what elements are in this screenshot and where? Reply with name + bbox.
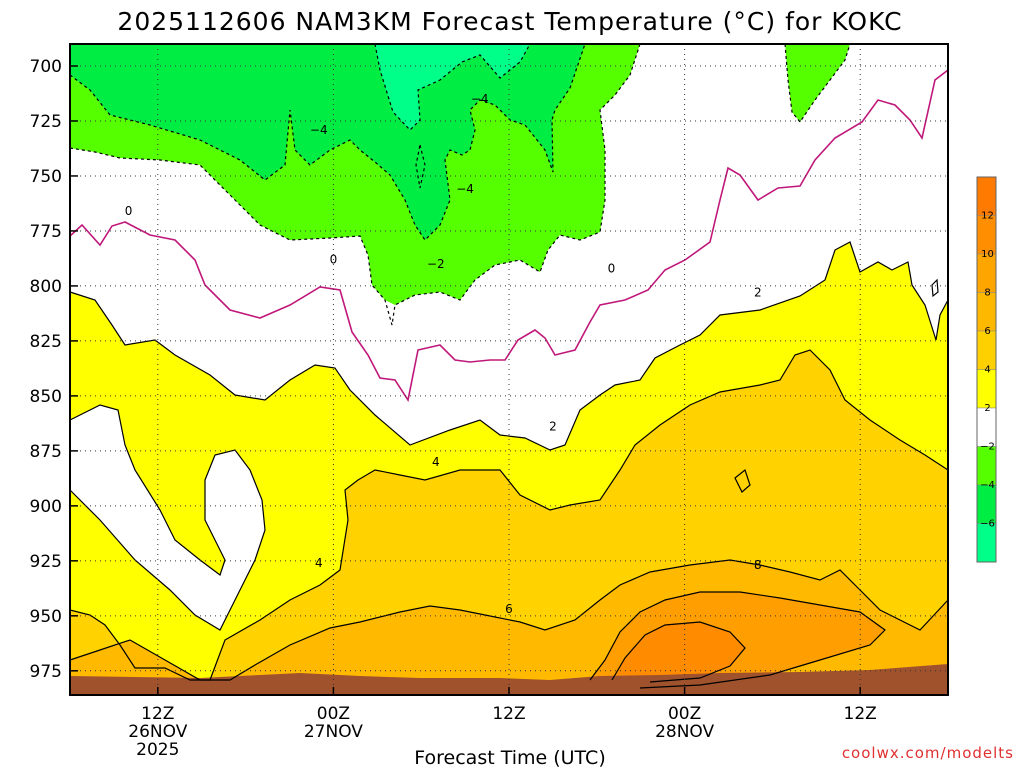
- x-tick-label: 12Z: [844, 704, 877, 724]
- x-tick-date: 27NOV: [304, 722, 363, 742]
- y-tick-label: 950: [30, 607, 62, 627]
- contour-label: −4: [310, 123, 328, 137]
- contour-label: 0: [608, 261, 616, 275]
- colorbar-frame: [976, 176, 997, 563]
- contour-label: 6: [505, 602, 513, 616]
- contour-label: 0: [125, 204, 133, 218]
- contour-label: −4: [471, 92, 489, 106]
- colorbar-tick-label: 4: [984, 365, 990, 376]
- colorbar-tick-label: 6: [984, 326, 990, 337]
- plot-area: [70, 44, 948, 695]
- contour-lines: [69, 43, 949, 689]
- x-tick-year: 2025: [136, 740, 179, 760]
- y-tick-label: 725: [30, 112, 62, 132]
- x-tick-label: 12Z: [141, 704, 174, 724]
- contour-label: 4: [432, 455, 440, 469]
- chart-title: 2025112606 NAM3KM Forecast Temperature (…: [117, 7, 902, 36]
- band-minus4-to-minus2-right: [785, 44, 850, 122]
- x-tick-label: 12Z: [492, 704, 525, 724]
- contour-8: [589, 591, 886, 689]
- y-tick-label: 775: [30, 222, 62, 242]
- y-tick-label: 825: [30, 332, 62, 352]
- colorbar-tick-label: −2: [980, 442, 995, 453]
- y-tick-label: 700: [30, 57, 62, 77]
- contour-minus6: [374, 43, 531, 131]
- contour-10: [611, 621, 746, 683]
- contour-label: 2: [754, 286, 762, 300]
- contour-label: 8: [754, 558, 762, 572]
- contour-minus2: [69, 43, 641, 326]
- band-cold-tongue: [70, 405, 265, 630]
- contour-2-tongue: [69, 404, 266, 631]
- contour-2-loop: [931, 278, 939, 298]
- credit-text: coolwx.com/modelts: [842, 744, 1014, 762]
- y-tick-label: 875: [30, 442, 62, 462]
- contour-label: −2: [427, 257, 445, 271]
- x-tick-label: 00Z: [317, 704, 350, 724]
- contour-4-loop: [734, 468, 751, 493]
- gridlines: [70, 44, 948, 695]
- x-tick-date: 28NOV: [655, 722, 714, 742]
- band-minus6-to-minus4: [70, 44, 585, 240]
- freezing-line: [69, 69, 949, 403]
- colorbar: 12 10 8 6 4 2 −2 −4 −6: [976, 176, 997, 563]
- contour-label: 4: [315, 556, 323, 570]
- contour-label: −4: [456, 182, 474, 196]
- y-tick-label: 750: [30, 167, 62, 187]
- x-tick-label: 00Z: [668, 704, 701, 724]
- contour-6: [69, 559, 949, 681]
- contour-2: [69, 241, 949, 451]
- y-tick-label: 925: [30, 552, 62, 572]
- band-minus8-to-minus6: [375, 44, 530, 130]
- y-axis: 700 725 750 775 800 825 850 875 900 925 950 975: [30, 57, 78, 682]
- contour-minus4-loop: [415, 144, 426, 189]
- contour-label: 2: [549, 420, 557, 434]
- y-tick-label: 975: [30, 662, 62, 682]
- x-tick-date: 26NOV: [128, 722, 187, 742]
- band-10-to-12: [612, 622, 745, 682]
- colorbar-tick-label: 10: [981, 249, 994, 260]
- colorbar-tick-label: −6: [980, 519, 995, 530]
- y-tick-label: 900: [30, 497, 62, 517]
- x-axis-label: Forecast Time (UTC): [414, 747, 605, 768]
- colorbar-tick-label: 12: [981, 211, 994, 222]
- contour-labels: 0 0 0 −4 −4 −4 −2 2 2 4 4 6 8: [125, 92, 762, 616]
- y-tick-label: 850: [30, 387, 62, 407]
- colorbar-tick-label: −4: [980, 480, 995, 491]
- contour-label: 0: [330, 253, 338, 267]
- colorbar-tick-label: 8: [984, 288, 990, 299]
- colorbar-tick-label: 2: [984, 403, 990, 414]
- y-tick-label: 800: [30, 277, 62, 297]
